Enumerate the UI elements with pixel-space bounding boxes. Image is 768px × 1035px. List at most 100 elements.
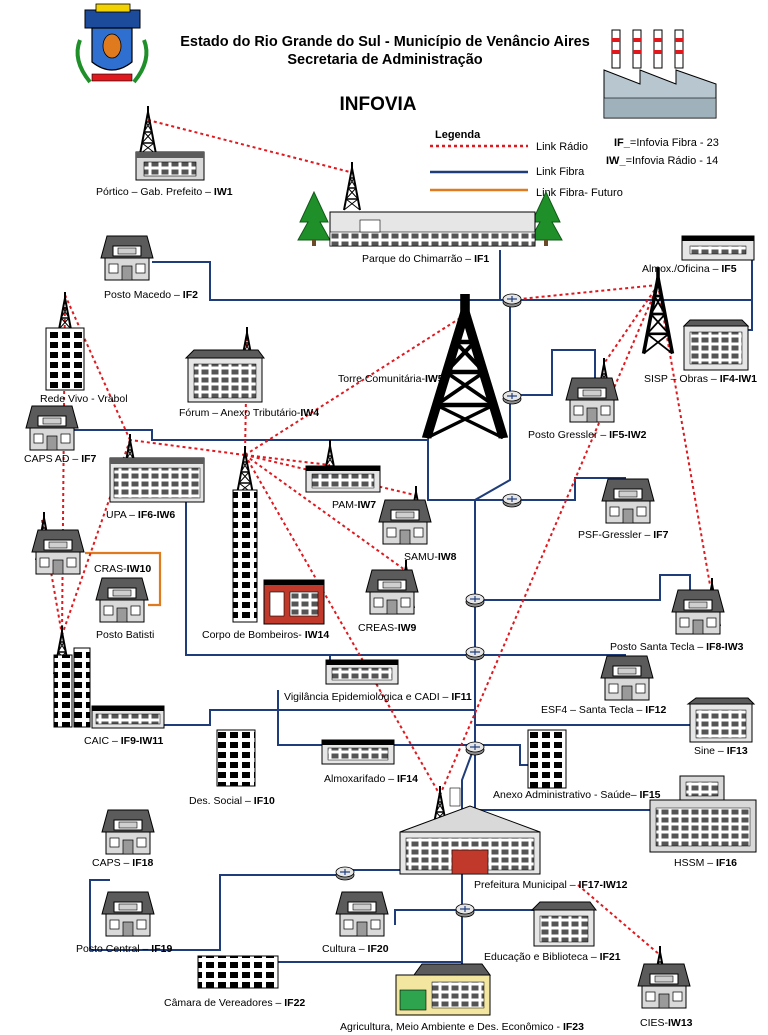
creas-house <box>365 559 419 615</box>
rede-vivo-building <box>45 291 85 391</box>
anexo-building <box>527 729 567 789</box>
radio-sisp-prefeitura <box>439 284 659 796</box>
posto-gressler <box>565 357 619 423</box>
page-title: INFOVIA <box>339 94 416 115</box>
label-macedo: Posto Macedo – IF2 <box>104 289 198 301</box>
radio-bombeiros-prefeitura <box>244 454 441 796</box>
label-vigilancia: Vigilância Epidemiológica e CADI – IF11 <box>284 691 472 703</box>
label-batisti: Posto Batisti <box>96 629 154 641</box>
legend-futuro-label: Link Fibra- Futuro <box>536 187 623 199</box>
pam-building <box>305 439 381 493</box>
radio-sisp-router <box>509 284 659 301</box>
sine-building <box>686 697 756 743</box>
label-upa: UPA – IF6-IW6 <box>106 509 175 521</box>
posto-santa-tecla <box>671 577 725 635</box>
portico-building <box>135 105 205 181</box>
radio-tower-icon <box>343 161 361 211</box>
label-central: Posto Central – IF19 <box>76 943 172 955</box>
router-icon <box>502 293 522 308</box>
caps-ad-house-icon <box>25 405 79 451</box>
label-bombeiros: Corpo de Bombeiros- IW14 <box>202 629 329 641</box>
psf-gressler-house-icon <box>601 478 655 524</box>
legend-if-note: IF_=Infovia Fibra - 23 <box>614 137 719 149</box>
label-educacao: Educação e Biblioteca – IF21 <box>484 951 621 963</box>
label-prefeitura: Prefeitura Municipal – IF17-IW12 <box>474 879 628 891</box>
educacao-building <box>530 901 597 947</box>
label-santa-tecla: Posto Santa Tecla – IF8-IW3 <box>610 641 744 653</box>
radio-tower-icon <box>139 105 157 155</box>
prefeitura-building <box>399 785 541 875</box>
label-pam: PAM-IW7 <box>332 499 376 511</box>
fiber-upa-top <box>72 429 510 501</box>
cies-house <box>637 945 691 1009</box>
legend-title: Legenda <box>435 129 481 141</box>
label-cras: CRAS-IW10 <box>94 563 151 575</box>
router-icon <box>502 493 522 508</box>
label-creas: CREAS-IW9 <box>358 622 417 634</box>
router-icon <box>502 390 522 405</box>
house-icon <box>31 529 85 575</box>
legend-radio-label: Link Rádio <box>536 141 588 153</box>
tree-icon <box>297 191 331 247</box>
posto-macedo-house-icon <box>100 235 154 281</box>
fiber-hssm <box>474 745 661 815</box>
hssm-building <box>649 775 757 853</box>
bombeiros-building <box>232 445 325 625</box>
posto-batisti-house-icon <box>95 577 149 623</box>
fiber-cultura-2 <box>394 909 462 925</box>
label-portico: Pórtico – Gab. Prefeito – IW1 <box>96 186 233 198</box>
label-chimarrao: Parque do Chimarrão – IF1 <box>362 253 489 265</box>
router-icon <box>455 903 475 918</box>
label-hssm: HSSM – IF16 <box>674 857 737 869</box>
label-cultura: Cultura – IF20 <box>322 943 389 955</box>
fiber-santa-tecla <box>475 574 691 601</box>
radio-bombeiros-upa <box>129 439 246 456</box>
fiber-anexo <box>475 744 530 766</box>
fiber-gressler <box>510 349 596 396</box>
fiber-future-cras-batisti <box>85 551 162 607</box>
house-icon <box>378 499 432 545</box>
label-cies: CIES-IW13 <box>640 1017 693 1029</box>
label-almox-oficina: Almox./Oficina – IF5 <box>642 263 737 275</box>
agricultura-building <box>395 963 491 1016</box>
label-forum: Fórum – Anexo Tributário-IW4 <box>179 407 319 419</box>
router-icon <box>335 866 355 881</box>
city-coat-of-arms <box>75 3 149 84</box>
fiber-macedo <box>152 261 500 301</box>
radio-tower-icon <box>427 294 504 438</box>
radio-bombeiros-samu <box>244 454 416 496</box>
label-caps: CAPS – IF18 <box>92 857 153 869</box>
almoxarifado-building <box>321 739 395 765</box>
radio-upa-caic <box>61 439 131 636</box>
samu-house <box>378 485 432 545</box>
label-sine: Sine – IF13 <box>694 745 748 757</box>
fiber-caic <box>160 709 475 726</box>
legend-iw-note: IW_=Infovia Rádio - 14 <box>606 155 718 167</box>
router-icon <box>465 741 485 756</box>
radio-bombeiros-torre <box>244 314 466 456</box>
chimarrao-building <box>297 161 563 247</box>
label-rede-vivo: Rede Vivo - Vrabol <box>40 393 128 405</box>
cultura-house-icon <box>335 891 389 937</box>
torre-comunitaria <box>427 294 504 438</box>
sisp-building <box>641 265 750 371</box>
header-line-2: Secretaria de Administração <box>287 52 482 68</box>
header-line-1: Estado do Rio Grande do Sul - Município … <box>180 34 590 50</box>
house-icon <box>365 569 419 615</box>
router-icon <box>465 646 485 661</box>
fiber-cultura <box>89 869 462 951</box>
label-gressler: Posto Gressler – IF5-IW2 <box>528 429 647 441</box>
almox-oficina-building <box>681 235 755 261</box>
cras-house <box>31 511 85 575</box>
label-agricultura: Agricultura, Meio Ambiente e Des. Econôm… <box>340 1021 584 1033</box>
radio-bombeiros-pam <box>244 454 331 466</box>
camara-building <box>197 955 279 989</box>
posto-central-house-icon <box>101 891 155 937</box>
label-psf: PSF-Gressler – IF7 <box>578 529 669 541</box>
des-social-building <box>216 729 256 787</box>
factory-icon <box>603 29 717 119</box>
house-icon <box>637 963 691 1009</box>
house-icon <box>565 377 619 423</box>
label-des-social: Des. Social – IF10 <box>189 795 275 807</box>
